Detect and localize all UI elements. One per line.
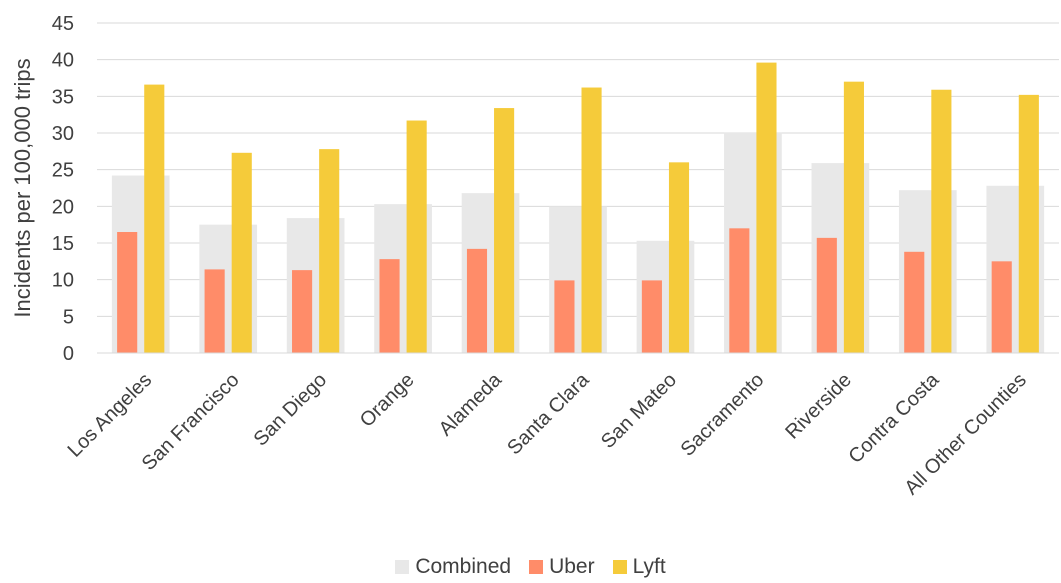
x-tick-label: Los Angeles — [64, 369, 157, 462]
y-axis-ticks: 0 5 10 15 20 25 30 35 40 45 — [52, 13, 74, 365]
bar-uber — [466, 248, 488, 353]
bar-lyft — [494, 108, 515, 353]
legend-swatch — [529, 560, 544, 574]
bar-uber — [904, 251, 925, 353]
bar-uber — [117, 232, 138, 353]
bar-lyft — [231, 152, 252, 353]
bar-lyft — [144, 84, 165, 353]
bar-lyft — [406, 120, 427, 354]
y-tick-label: 0 — [63, 343, 74, 365]
bar-uber — [816, 237, 837, 353]
bars — [111, 62, 1045, 354]
legend-item-combined: Combined — [395, 555, 511, 579]
x-tick-label: Alameda — [435, 368, 507, 440]
legend-item-uber: Uber — [529, 555, 595, 579]
bar-lyft — [319, 149, 340, 353]
bar-uber — [379, 259, 400, 353]
y-tick-label: 30 — [52, 123, 74, 145]
y-tick-label: 25 — [52, 160, 74, 182]
y-tick-label: 45 — [52, 13, 74, 35]
x-tick-label: Riverside — [781, 369, 856, 444]
bar-uber — [554, 280, 575, 353]
x-tick-label: Orange — [356, 369, 419, 432]
x-tick-label: San Mateo — [597, 369, 681, 453]
x-tick-label: Sacramento — [677, 369, 769, 461]
y-axis-title: Incidents per 100,000 trips — [10, 58, 35, 317]
y-tick-label: 10 — [52, 270, 74, 292]
bar-lyft — [756, 62, 777, 353]
x-tick-label: Santa Clara — [503, 368, 594, 459]
bar-uber — [729, 228, 750, 353]
legend: Combined Uber Lyft — [0, 552, 1061, 582]
y-tick-label: 35 — [52, 86, 74, 108]
y-tick-label: 20 — [52, 196, 74, 218]
y-tick-label: 15 — [52, 233, 74, 255]
bar-uber — [292, 270, 313, 353]
y-tick-label: 5 — [63, 306, 74, 328]
y-tick-label: 40 — [52, 50, 74, 72]
legend-item-lyft: Lyft — [612, 555, 666, 579]
bar-lyft — [668, 162, 690, 353]
legend-swatch — [395, 560, 410, 574]
bar-lyft — [843, 81, 864, 354]
x-tick-label: San Diego — [250, 369, 332, 451]
bar-uber — [991, 261, 1012, 353]
bar-lyft — [581, 87, 602, 354]
legend-label: Uber — [549, 555, 595, 578]
bar-lyft — [1018, 94, 1039, 353]
legend-label: Lyft — [632, 555, 666, 578]
bar-uber — [641, 280, 662, 353]
bar-uber — [204, 269, 225, 353]
bar-lyft — [931, 89, 952, 353]
legend-label: Combined — [415, 555, 512, 578]
legend-swatch — [612, 560, 627, 574]
gridlines — [97, 22, 1059, 317]
x-tick-label: Contra Costa — [844, 368, 943, 467]
